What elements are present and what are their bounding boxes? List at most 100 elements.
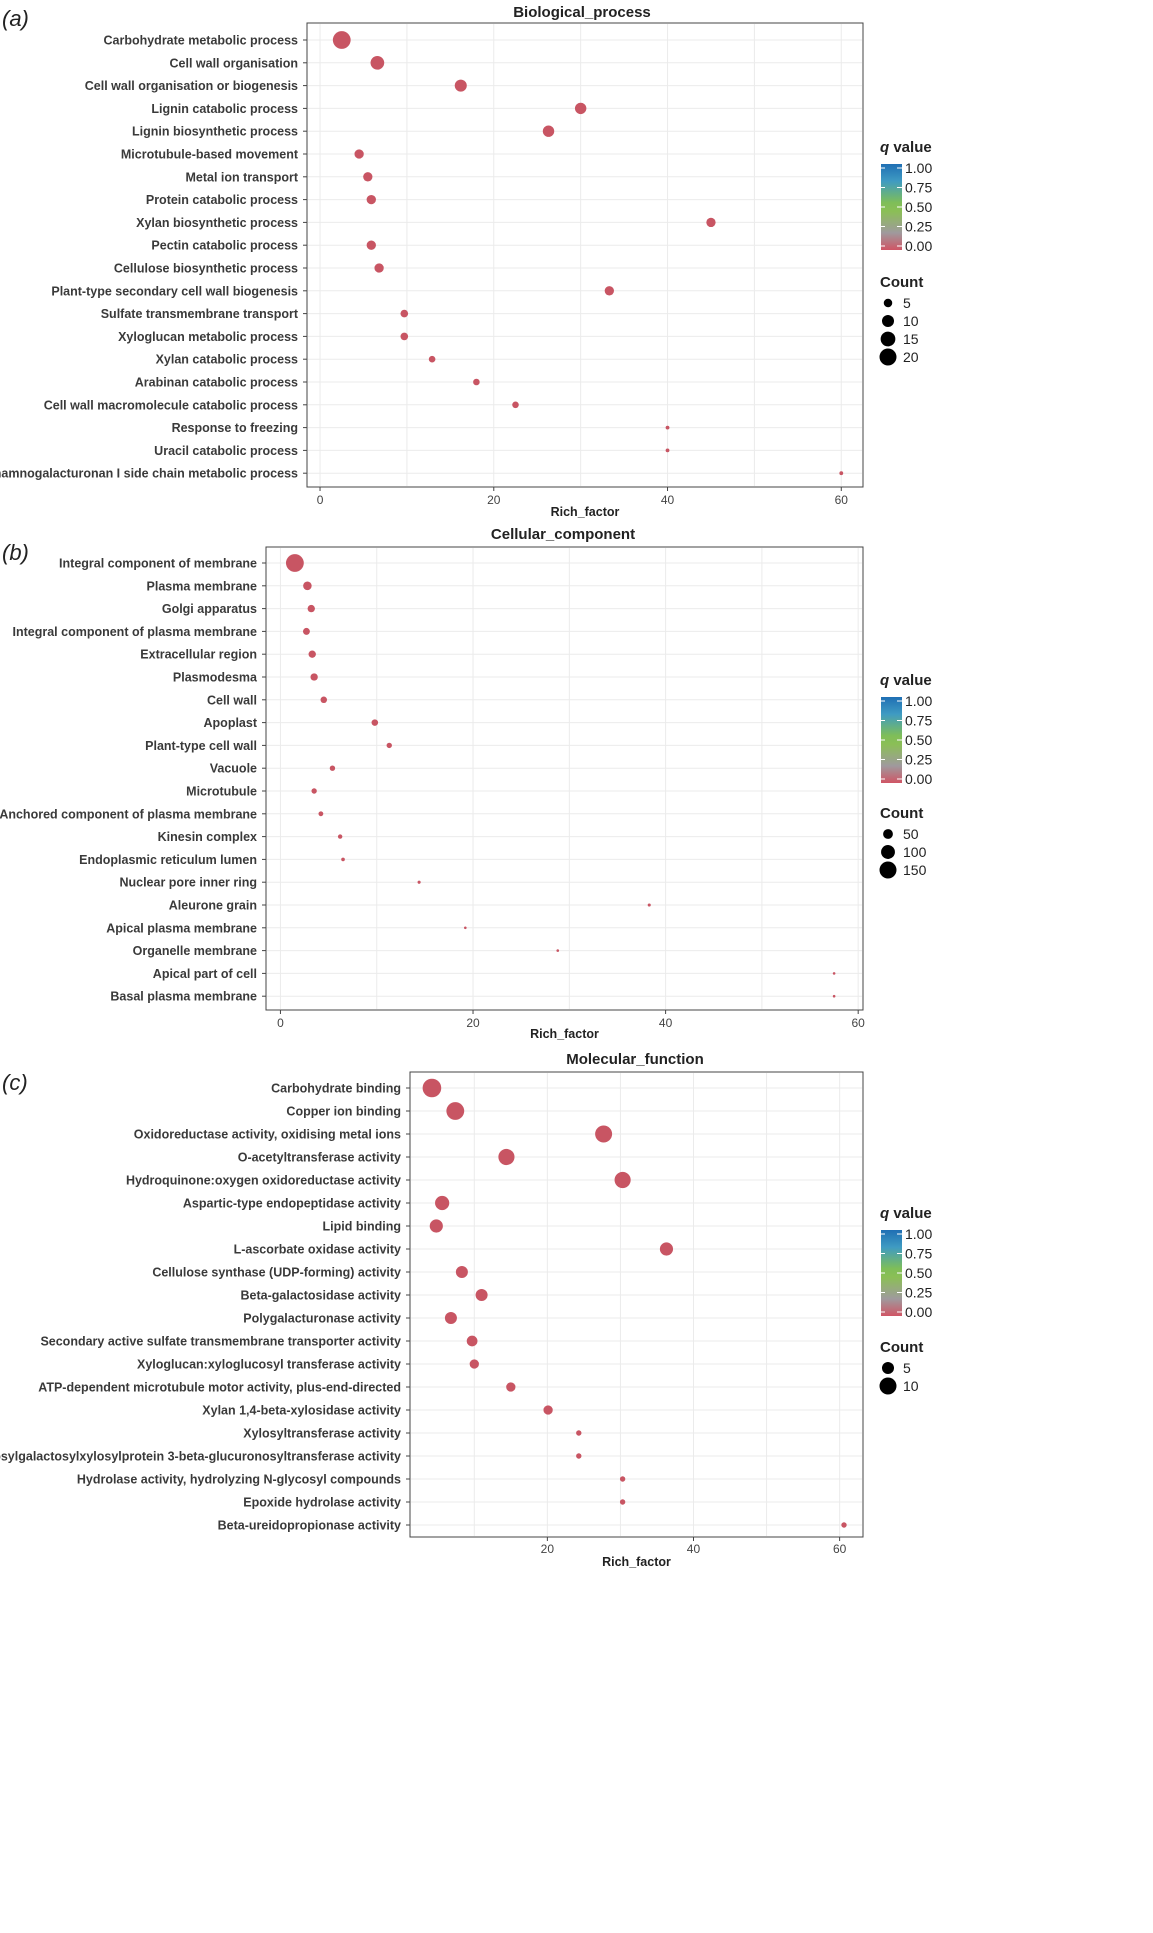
colorbar-tick-label: 0.75 [905,713,932,729]
category-label: Plasmodesma [173,671,258,685]
data-point [512,401,519,409]
data-point [400,309,409,318]
count-legend-dot [879,1377,897,1395]
q-value-colorbar [881,1230,902,1316]
category-label: Plant‐type secondary cell wall biogenesi… [51,284,298,298]
x-axis-label: Rich_factor [602,1555,671,1569]
data-point [435,1195,450,1211]
category-label: Cell wall macromolecule catabolic proces… [44,398,298,412]
data-point [614,1171,631,1189]
data-point [455,1265,468,1279]
data-point [303,581,312,591]
data-point [506,1382,516,1392]
category-label: Xylan 1,4‐beta‐xylosidase activity [202,1404,401,1418]
q-value-colorbar [881,164,902,250]
data-point [619,1499,626,1505]
category-label: Integral component of plasma membrane [13,625,258,639]
chart-title: Cellular_component [491,526,635,543]
data-point [576,1430,582,1436]
data-point [466,1335,478,1347]
category-label: Pectin catabolic process [151,239,298,253]
count-legend-label: 50 [903,826,919,842]
category-label: Arabinan catabolic process [135,376,298,390]
category-label: Uracil catabolic process [154,444,298,458]
x-tick-label: 60 [833,1542,847,1556]
data-point [386,742,392,749]
data-point [832,994,836,998]
count-legend-dot [883,829,893,839]
x-tick-label: 40 [661,493,675,507]
data-point [556,949,560,952]
data-point [370,55,385,70]
data-point [665,425,670,430]
count-legend-dot [880,331,896,347]
colorbar-tick-label: 0.00 [905,238,932,254]
count-legend-dot [881,1361,895,1375]
data-point [366,240,376,250]
colorbar-tick-label: 1.00 [905,1226,932,1242]
data-point [422,1078,442,1098]
category-label: O‐acetyltransferase activity [238,1151,401,1165]
category-label: Aleurone grain [169,899,257,913]
category-label: Carbohydrate binding [271,1082,401,1096]
panel-cellular_component: (b) Cellular_component Integral component … [0,526,932,1041]
category-label: Plasma membrane [147,579,258,593]
category-label: Cell wall organisation [170,56,299,70]
q-value-legend-title: q value [880,672,932,689]
x-tick-label: 0 [277,1016,284,1030]
category-label: Vacuole [210,762,257,776]
category-label: Protein catabolic process [146,193,298,207]
colorbar-tick-label: 0.25 [905,1285,932,1301]
data-point [665,448,670,453]
colorbar-tick-label: 0.75 [905,1246,932,1262]
category-label: Plant‐type cell wall [145,739,257,753]
count-legend-label: 5 [903,1360,911,1376]
category-label: Xylan biosynthetic process [136,216,298,230]
x-tick-label: 20 [466,1016,480,1030]
count-legend-title: Count [880,274,923,291]
data-point [428,355,436,363]
data-point [446,1102,465,1120]
category-label: Kinesin complex [158,830,257,844]
category-label: Beta‐ureidopropionase activity [218,1519,401,1533]
colorbar-tick-label: 0.50 [905,732,932,748]
count-legend-dot [881,845,895,859]
data-point [417,880,421,884]
category-label: Lipid binding [323,1220,401,1234]
data-point [308,650,316,658]
category-label: Basal plasma membrane [110,990,257,1004]
gridlines [308,24,862,486]
x-tick-label: 60 [835,493,849,507]
count-legend-title: Count [880,1339,923,1356]
data-point [311,788,317,794]
data-point [595,1125,613,1143]
category-label: Extracellular region [140,648,257,662]
category-label: Apoplast [204,716,258,730]
data-point [320,696,328,704]
colorbar-tick-label: 1.00 [905,160,932,176]
category-label: Lignin biosynthetic process [132,125,298,139]
count-legend-label: 5 [903,295,911,311]
category-label: Microtubule‐based movement [121,148,299,162]
data-point [302,627,310,635]
category-label: Sulfate transmembrane transport [101,307,299,321]
category-label: Golgi apparatus [162,602,257,616]
colorbar-tick-label: 0.50 [905,1265,932,1281]
data-point [332,31,351,49]
data-point [542,125,555,137]
data-point [366,194,376,205]
data-point [574,102,587,115]
category-label: Cellulose synthase (UDP‐forming) activit… [152,1266,401,1280]
category-label: L‐ascorbate oxidase activity [234,1243,401,1257]
data-point [469,1359,479,1369]
category-label: Oxidoreductase activity, oxidising metal… [134,1128,401,1142]
data-point [659,1242,674,1256]
category-label: Nuclear pore inner ring [119,876,257,890]
data-point [354,149,364,159]
count-legend-dot [879,348,897,366]
chart-title: Molecular_function [566,1051,704,1068]
x-axis-label: Rich_factor [530,1027,599,1041]
data-point [706,217,716,228]
panel-letter: (c) [2,1070,28,1095]
